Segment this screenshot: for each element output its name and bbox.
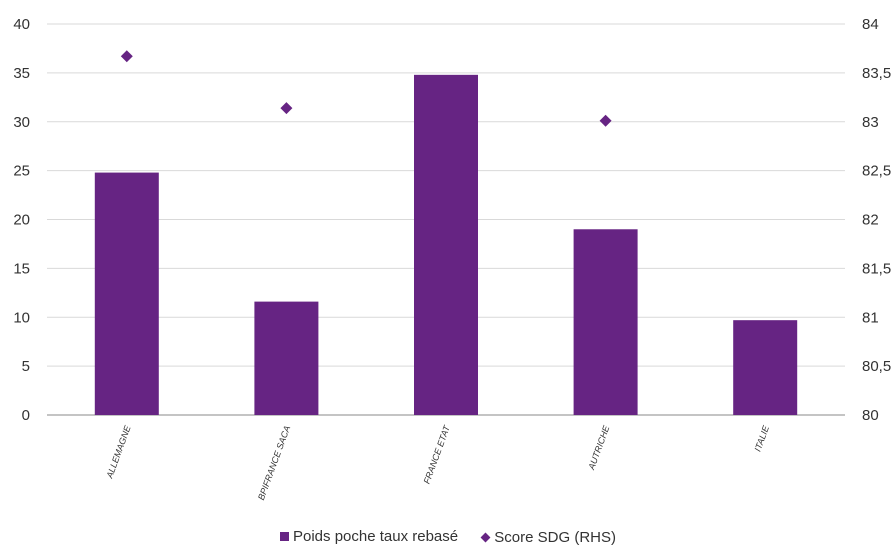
legend-bar-label: Poids poche taux rebasé <box>293 528 459 545</box>
category-label: AUTRICHE <box>586 423 612 472</box>
category-label: ITALIE <box>753 423 772 453</box>
left-axis-ticks: 0 5 10 15 20 25 30 35 40 <box>13 16 30 424</box>
category-label: BPIFRANCE SACA <box>256 424 292 501</box>
right-tick-label: 80,5 <box>862 358 891 375</box>
left-tick-label: 10 <box>13 309 30 326</box>
left-tick-label: 5 <box>22 358 30 375</box>
right-tick-label: 81,5 <box>862 260 891 277</box>
bar <box>733 320 798 415</box>
bar <box>94 172 159 415</box>
left-tick-label: 35 <box>13 65 30 82</box>
marker-series <box>120 50 612 127</box>
bar <box>573 229 638 415</box>
right-tick-label: 83,5 <box>862 65 891 82</box>
legend-marker-swatch <box>480 532 491 543</box>
legend-marker-label: Score SDG (RHS) <box>494 529 616 546</box>
legend-bar-swatch <box>280 532 289 541</box>
left-tick-label: 0 <box>22 407 30 424</box>
legend: Poids poche taux rebasé Score SDG (RHS) <box>0 528 896 546</box>
left-tick-label: 30 <box>13 114 30 131</box>
left-tick-label: 40 <box>13 16 30 33</box>
legend-item-bar: Poids poche taux rebasé <box>280 528 458 545</box>
score-marker <box>280 102 293 115</box>
score-marker <box>120 50 133 63</box>
right-tick-label: 84 <box>862 16 879 33</box>
bar-series <box>94 74 798 415</box>
category-label: FRANCE ETAT <box>422 423 453 485</box>
score-marker <box>599 114 612 127</box>
left-tick-label: 25 <box>13 163 30 180</box>
left-tick-label: 15 <box>13 260 30 277</box>
right-tick-label: 83 <box>862 114 879 131</box>
left-tick-label: 20 <box>13 212 30 229</box>
bar <box>254 301 319 415</box>
bar <box>414 74 478 415</box>
right-tick-label: 82,5 <box>862 163 891 180</box>
right-tick-label: 82 <box>862 212 879 229</box>
category-label: ALLEMAGNE <box>104 423 133 480</box>
right-tick-label: 81 <box>862 309 879 326</box>
category-labels: ALLEMAGNE BPIFRANCE SACA FRANCE ETAT AUTRIC… <box>104 423 771 502</box>
legend-item-marker: Score SDG (RHS) <box>480 529 616 546</box>
right-axis-ticks: 80 80,5 81 81,5 82 82,5 83 83,5 84 <box>862 16 891 424</box>
right-tick-label: 80 <box>862 407 879 424</box>
